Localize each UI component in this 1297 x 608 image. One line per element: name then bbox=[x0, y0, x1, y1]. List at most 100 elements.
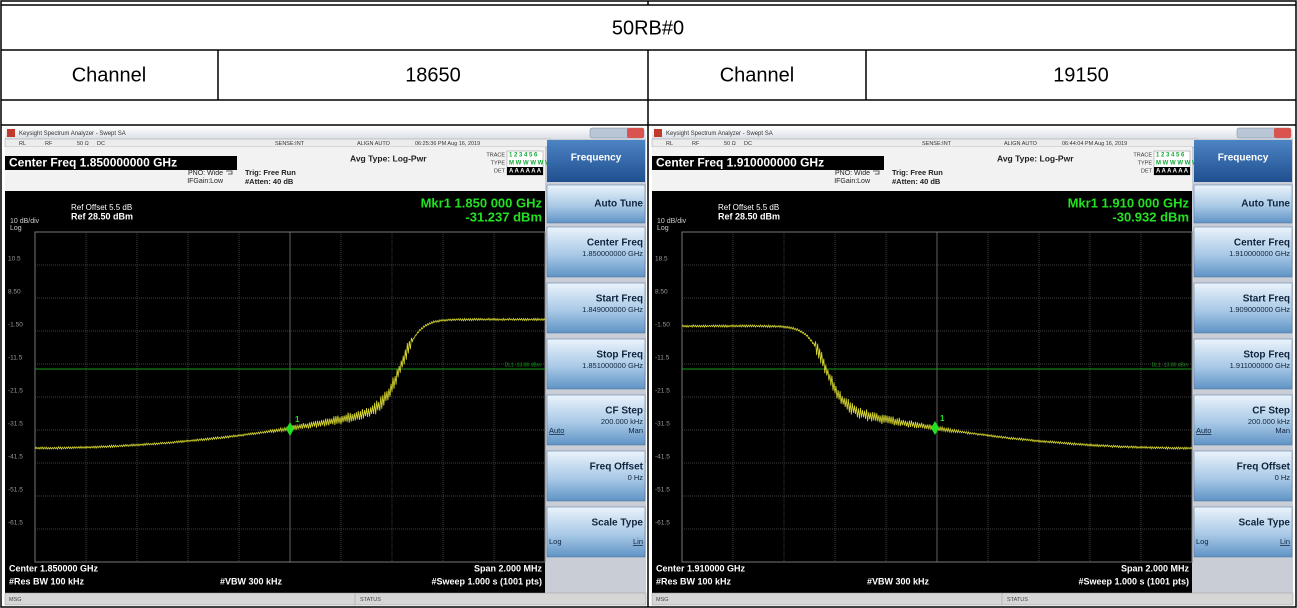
menu-button[interactable] bbox=[1193, 506, 1293, 558]
bottom-rbw: #Res BW 100 kHz bbox=[9, 576, 85, 586]
ref-level: Ref 28.50 dBm bbox=[71, 211, 133, 221]
menu-button[interactable] bbox=[546, 450, 646, 502]
trace-row: A A A A A A bbox=[509, 169, 542, 175]
menu-button-label: Stop Freq bbox=[1243, 350, 1290, 361]
analyzer-screenshot: Keysight Spectrum Analyzer - Swept SA RL R… bbox=[4, 127, 647, 606]
trigger: Trig: Free Run bbox=[245, 168, 296, 177]
center-freq-box bbox=[652, 156, 884, 170]
y-axis-label: -61.5 bbox=[655, 520, 670, 527]
window-title: Keysight Spectrum Analyzer - Swept SA bbox=[19, 131, 126, 137]
status-item: ALIGN AUTO bbox=[357, 141, 391, 147]
menu-button[interactable] bbox=[1193, 184, 1293, 224]
menu-button[interactable] bbox=[546, 338, 646, 390]
menu-title-text: Frequency bbox=[1218, 153, 1269, 164]
status-item: RF bbox=[692, 141, 700, 147]
center-freq: Center Freq 1.850000000 GHz bbox=[9, 156, 177, 170]
bottom-sweep: #Sweep 1.000 s (1001 pts) bbox=[431, 576, 542, 586]
marker-id: 1 bbox=[295, 415, 300, 424]
average-type: Avg Type: Log-Pwr bbox=[997, 153, 1074, 163]
menu-button[interactable] bbox=[1193, 450, 1293, 502]
message-label: MSG bbox=[656, 597, 669, 603]
menu-title-text: Frequency bbox=[571, 153, 622, 164]
menu-option: Log bbox=[549, 537, 562, 546]
menu-button-value: 1.851000000 GHz bbox=[582, 361, 643, 370]
status-item: ALIGN AUTO bbox=[1004, 141, 1038, 147]
status-item: 06:25:36 PM Aug 16, 2019 bbox=[415, 141, 480, 147]
status-item: SENSE:INT bbox=[922, 141, 952, 147]
menu-button-value: 1.911000000 GHz bbox=[1230, 361, 1291, 370]
ref-offset: Ref Offset 5.5 dB bbox=[71, 203, 132, 212]
trace-label: TRACE bbox=[1133, 152, 1152, 158]
table-header: 50RB#0 bbox=[612, 17, 684, 39]
menu-title bbox=[1194, 140, 1292, 182]
trace-label: TYPE bbox=[491, 160, 506, 166]
bottom-vbw: #VBW 300 kHz bbox=[220, 576, 283, 586]
y-axis-label: -51.5 bbox=[655, 487, 670, 494]
status-item: SENSE:INT bbox=[275, 141, 305, 147]
menu-button-label: Stop Freq bbox=[596, 350, 643, 361]
menu-button[interactable] bbox=[546, 394, 646, 446]
menu-button[interactable] bbox=[1193, 338, 1293, 390]
title-bar bbox=[5, 127, 646, 139]
trigger: Trig: Free Run bbox=[892, 168, 943, 177]
menu-option: Auto bbox=[549, 426, 564, 435]
marker-freq: Mkr1 1.910 000 GHz bbox=[1068, 195, 1190, 210]
pno: PNO: Wide bbox=[835, 170, 870, 177]
status-item: 06:44:04 PM Aug 16, 2019 bbox=[1062, 141, 1127, 147]
menu-button[interactable] bbox=[546, 184, 646, 224]
menu-title bbox=[547, 140, 645, 182]
det-box bbox=[1154, 167, 1190, 175]
app-icon bbox=[7, 129, 15, 137]
y-axis-label: -11.5 bbox=[8, 355, 23, 362]
table-cell: Channel bbox=[72, 64, 147, 86]
message-bar bbox=[4, 592, 647, 606]
scale-type: Log bbox=[657, 225, 669, 232]
message-bar bbox=[651, 592, 1294, 606]
scale: 10 dB/div bbox=[657, 218, 687, 225]
status-item: 50 Ω bbox=[77, 141, 89, 147]
menu-button-value: 200.000 kHz bbox=[601, 417, 643, 426]
menu-button-value: 0 Hz bbox=[628, 473, 644, 482]
menu-button[interactable] bbox=[1193, 226, 1293, 278]
y-axis-label: -51.5 bbox=[8, 487, 23, 494]
pno: PNO: Wide bbox=[188, 170, 223, 177]
trace-label: DET bbox=[1141, 168, 1153, 174]
menu-button-value: 200.000 kHz bbox=[1248, 417, 1290, 426]
y-axis-label: -41.5 bbox=[8, 454, 23, 461]
status-item: RL bbox=[666, 141, 673, 147]
menu-button-label: CF Step bbox=[605, 406, 643, 417]
table-cell: Channel bbox=[720, 64, 795, 86]
menu-button[interactable] bbox=[546, 282, 646, 334]
display bbox=[652, 191, 1192, 593]
trace-label: TRACE bbox=[486, 152, 505, 158]
y-axis-label: -11.5 bbox=[655, 355, 670, 362]
menu-option: Auto bbox=[1196, 426, 1211, 435]
menu-button-label: Start Freq bbox=[596, 294, 643, 305]
attenuation: #Atten: 40 dB bbox=[245, 177, 294, 186]
status-item: DC bbox=[744, 141, 752, 147]
scale: 10 dB/div bbox=[10, 218, 40, 225]
menu-option: Lin bbox=[633, 537, 643, 546]
menu-button-value: 1.849000000 GHz bbox=[582, 305, 643, 314]
menu-button-value: 0 Hz bbox=[1275, 473, 1291, 482]
menu-button[interactable] bbox=[1193, 394, 1293, 446]
menu-button[interactable] bbox=[546, 226, 646, 278]
marker-amplitude: -31.237 dBm bbox=[465, 209, 542, 224]
y-axis-label: -41.5 bbox=[655, 454, 670, 461]
center-freq: Center Freq 1.910000000 GHz bbox=[656, 156, 824, 170]
y-axis-label: -61.5 bbox=[8, 520, 23, 527]
status-item: RL bbox=[19, 141, 26, 147]
analyzer-screenshot: Keysight Spectrum Analyzer - Swept SA RL R… bbox=[651, 127, 1294, 606]
menu-button-label: Freq Offset bbox=[1237, 462, 1291, 473]
menu-button[interactable] bbox=[546, 506, 646, 558]
app-icon bbox=[654, 129, 662, 137]
menu-button[interactable] bbox=[1193, 282, 1293, 334]
trace-label: DET bbox=[494, 168, 506, 174]
bottom-span: Span 2.000 MHz bbox=[474, 563, 543, 573]
marker bbox=[286, 422, 294, 437]
display-line-label: DL1 -13.00 dBm bbox=[1152, 362, 1188, 368]
y-axis-label: -31.5 bbox=[655, 421, 670, 428]
menu-button-label: Start Freq bbox=[1243, 294, 1290, 305]
